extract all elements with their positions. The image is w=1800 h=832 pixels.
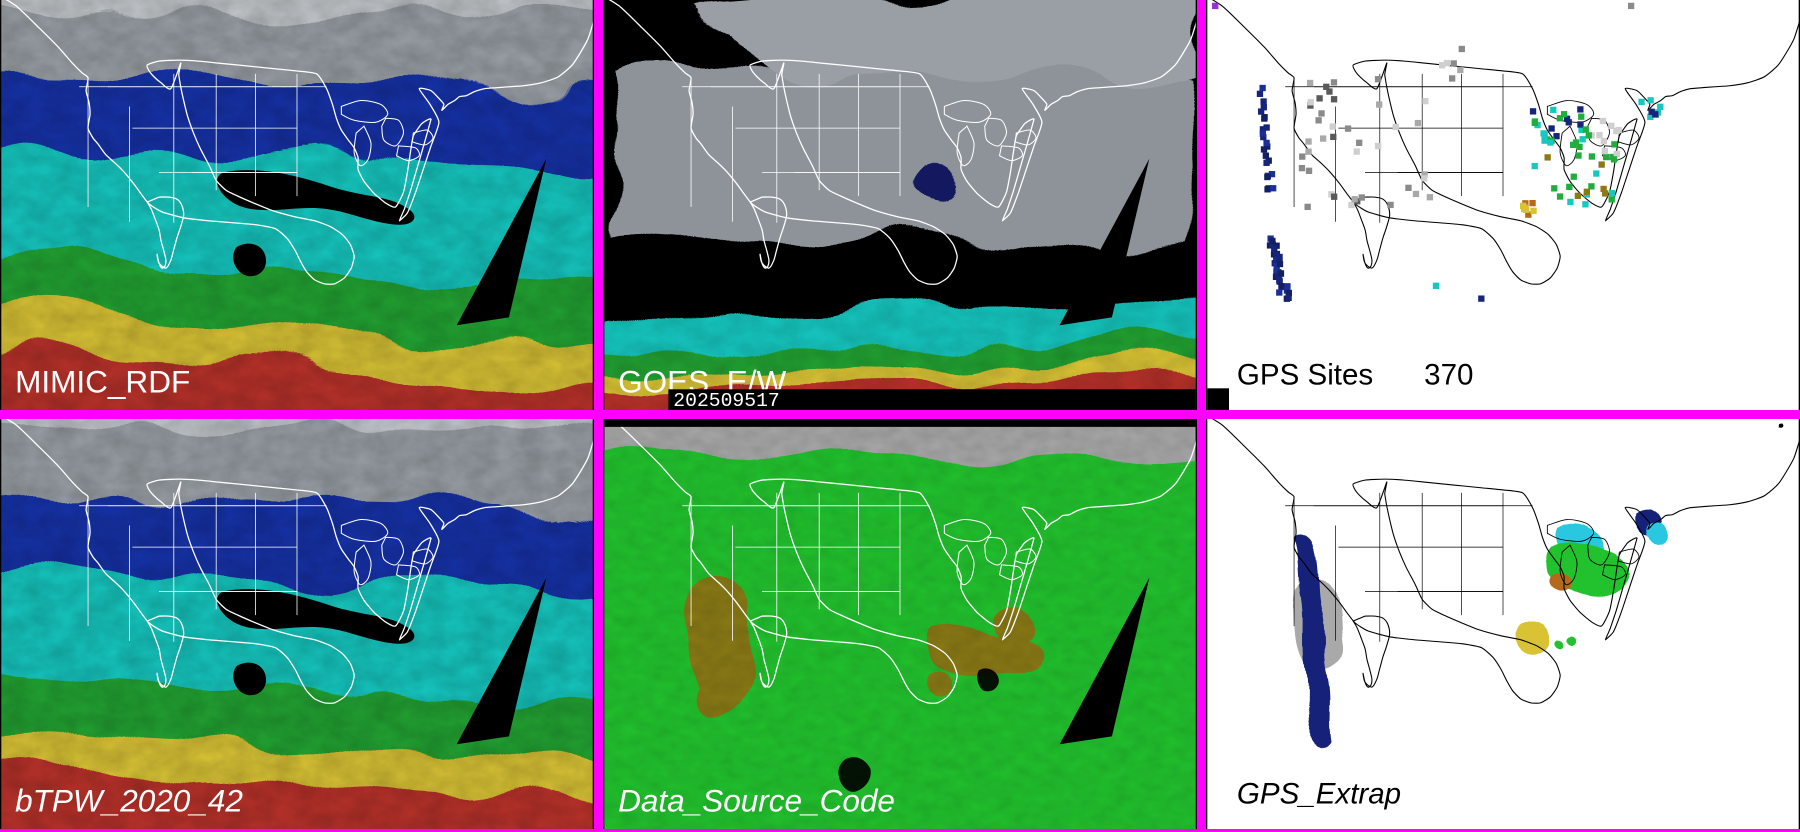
svg-text:MIMIC_RDF: MIMIC_RDF (15, 363, 190, 399)
svg-text:370: 370 (1424, 358, 1473, 391)
svg-text:bTPW_2020_42: bTPW_2020_42 (15, 782, 243, 818)
svg-text:GPS Sites: GPS Sites (1237, 358, 1373, 391)
svg-text:Data_Source_Code: Data_Source_Code (618, 782, 895, 818)
svg-text:202509517: 202509517 (673, 390, 779, 410)
svg-text:GPS_Extrap: GPS_Extrap (1237, 777, 1401, 810)
